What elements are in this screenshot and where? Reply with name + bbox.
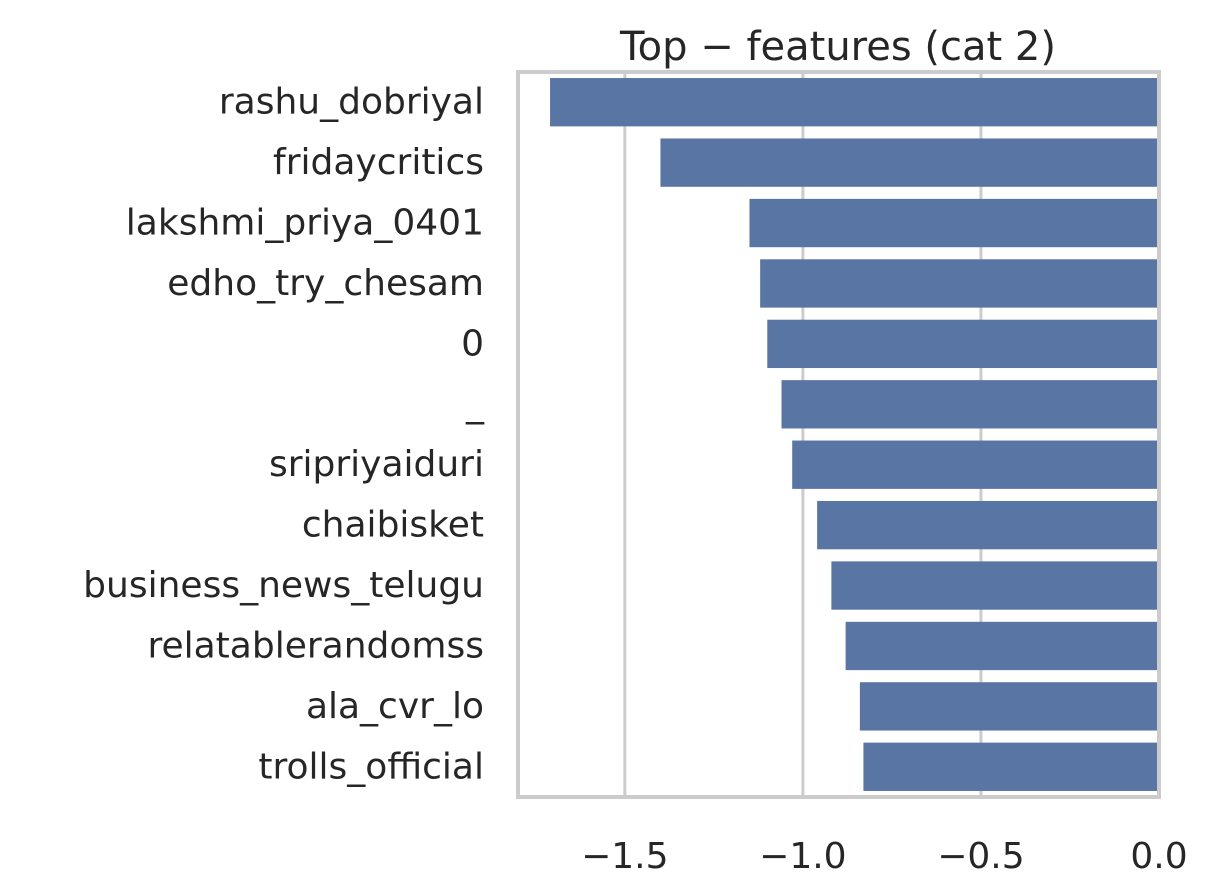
bar-6 — [792, 440, 1159, 489]
bars — [550, 78, 1159, 791]
category-label-8: business_news_telugu — [83, 565, 484, 606]
bar-11 — [863, 742, 1159, 791]
category-label-9: relatablerandomss — [147, 625, 484, 666]
category-label-3: edho_try_chesam — [167, 263, 484, 304]
category-label-7: chaibisket — [302, 505, 484, 546]
bar-9 — [845, 621, 1159, 671]
plot-frame — [516, 70, 1161, 799]
x-tick-label-0: −1.5 — [581, 836, 668, 877]
category-label-2: lakshmi_priya_0401 — [126, 203, 484, 244]
bar-8 — [831, 561, 1159, 610]
category-label-1: fridaycritics — [273, 142, 484, 183]
category-label-4: 0 — [461, 323, 484, 364]
bar-1 — [660, 138, 1159, 187]
category-labels: rashu_dobriyal fridaycritics lakshmi_priya… — [83, 82, 485, 788]
bar-5 — [781, 380, 1159, 429]
x-tick-labels: −1.5 −1.0 −0.5 0.0 — [581, 836, 1188, 877]
bar-4 — [767, 319, 1159, 369]
category-label-0: rashu_dobriyal — [219, 82, 484, 123]
x-tick-label-1: −1.0 — [759, 836, 846, 877]
x-tick-label-2: −0.5 — [937, 836, 1024, 877]
bar-2 — [749, 198, 1159, 248]
category-label-5: _ — [465, 384, 485, 425]
bar-10 — [859, 682, 1159, 731]
axes-frame — [516, 70, 1161, 799]
bar-7 — [817, 500, 1159, 550]
category-label-10: ala_cvr_lo — [306, 686, 484, 727]
category-label-6: sripriyaiduri — [269, 444, 484, 485]
chart-title: Top − features (cat 2) — [619, 24, 1056, 70]
category-label-11: trolls_official — [258, 746, 484, 787]
bar-0 — [550, 78, 1159, 127]
x-tick-label-3: 0.0 — [1130, 836, 1187, 877]
bar-3 — [760, 259, 1159, 308]
